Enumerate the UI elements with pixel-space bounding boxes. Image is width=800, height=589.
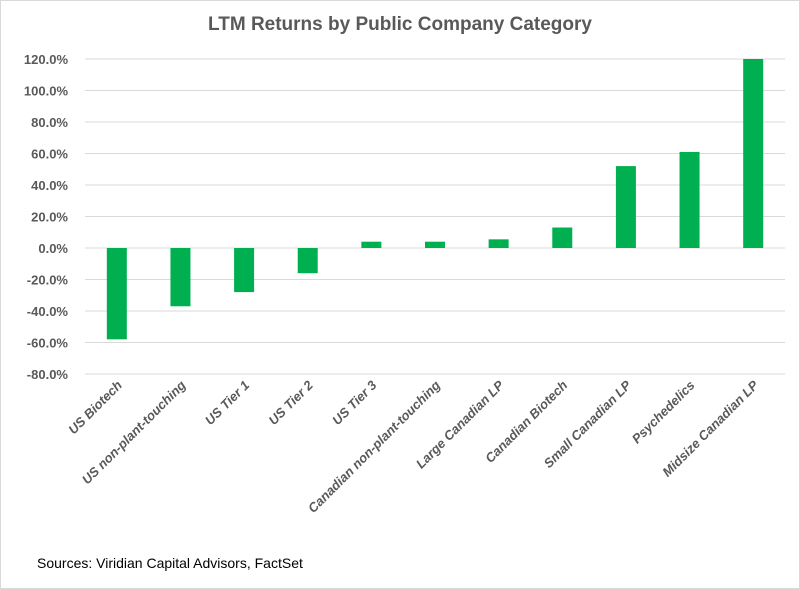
bar bbox=[297, 248, 318, 274]
y-tick-label: -20.0% bbox=[27, 273, 69, 288]
bar bbox=[361, 241, 382, 248]
bar bbox=[425, 241, 445, 248]
source-note: Sources: Viridian Capital Advisors, Fact… bbox=[37, 555, 303, 571]
x-tick-label: Psychedelics bbox=[629, 378, 698, 447]
x-tick-label: Canadian non-plant-touching bbox=[305, 377, 443, 515]
y-tick-label: 20.0% bbox=[31, 210, 68, 225]
y-tick-label: -60.0% bbox=[27, 336, 69, 351]
x-tick-label: US non-plant-touching bbox=[79, 377, 189, 487]
y-tick-label: 100.0% bbox=[24, 84, 69, 99]
bar bbox=[615, 166, 636, 248]
bar bbox=[170, 248, 191, 307]
chart-title: LTM Returns by Public Company Category bbox=[208, 14, 592, 35]
y-tick-label: -40.0% bbox=[27, 304, 69, 319]
bar bbox=[234, 248, 255, 293]
y-tick-label: 80.0% bbox=[31, 115, 68, 130]
bar bbox=[106, 248, 127, 340]
y-tick-label: 60.0% bbox=[31, 147, 68, 162]
y-tick-label: 40.0% bbox=[31, 178, 68, 193]
y-tick-label: 0.0% bbox=[38, 241, 68, 256]
x-tick-label: US Tier 1 bbox=[202, 378, 252, 428]
x-tick-label: US Tier 2 bbox=[266, 377, 317, 428]
y-tick-label: 120.0% bbox=[24, 52, 69, 67]
bar bbox=[679, 151, 700, 248]
x-tick-label: US Biotech bbox=[65, 377, 125, 437]
x-tick-label: US Tier 3 bbox=[329, 377, 380, 428]
y-tick-label: -80.0% bbox=[27, 367, 69, 382]
bar bbox=[743, 59, 764, 248]
bar bbox=[552, 227, 573, 248]
bar bbox=[488, 239, 509, 248]
